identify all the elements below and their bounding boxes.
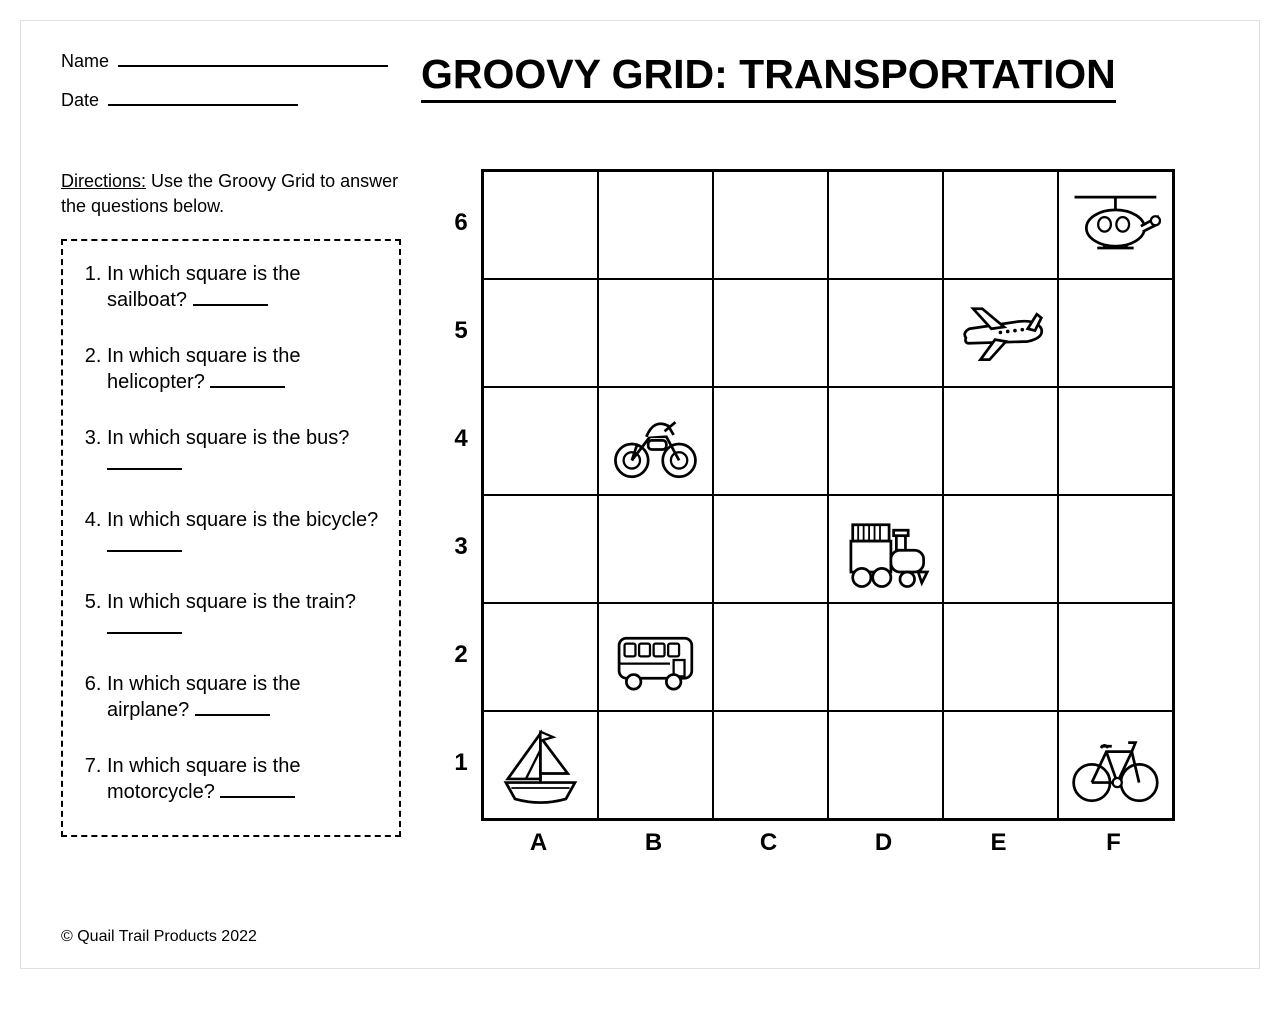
- question-text: In which square is the bicycle?: [107, 509, 378, 531]
- grid-cell: [943, 495, 1058, 603]
- grid-cell: [483, 171, 598, 279]
- answer-blank[interactable]: [220, 786, 295, 798]
- airplane-icon: [955, 291, 1046, 376]
- question-item: In which square is the train?: [107, 589, 385, 641]
- date-label: Date: [61, 90, 99, 110]
- question-text: In which square is the train?: [107, 591, 356, 613]
- column-label: F: [1056, 821, 1171, 857]
- directions-text: Directions: Use the Groovy Grid to answe…: [61, 169, 401, 219]
- question-box: In which square is the sailboat? In whic…: [61, 239, 401, 837]
- grid-cell: [943, 711, 1058, 819]
- bicycle-icon: [1070, 723, 1161, 808]
- grid-cell: [1058, 279, 1173, 387]
- grid-cell: [598, 387, 713, 495]
- row-label: 6: [441, 169, 481, 277]
- train-icon: [840, 507, 931, 592]
- grid-cell: [598, 171, 713, 279]
- grid-cell: [1058, 711, 1173, 819]
- header-left: Name Date: [61, 51, 421, 129]
- date-field: Date: [61, 90, 421, 111]
- column-label: C: [711, 821, 826, 857]
- date-blank[interactable]: [108, 92, 298, 106]
- answer-blank[interactable]: [107, 622, 182, 634]
- answer-blank[interactable]: [195, 704, 270, 716]
- grid-cell: [943, 387, 1058, 495]
- directions-label: Directions:: [61, 171, 146, 191]
- grid-cell: [828, 603, 943, 711]
- grid-cell: [828, 711, 943, 819]
- header-row: Name Date GROOVY GRID: TRANSPORTATION: [61, 51, 1219, 129]
- grid-cell: [483, 387, 598, 495]
- question-item: In which square is the helicopter?: [107, 343, 385, 395]
- question-text: In which square is the bus?: [107, 427, 349, 449]
- question-item: In which square is the sailboat?: [107, 261, 385, 313]
- column-labels: ABCDEF: [481, 821, 1171, 857]
- grid-cell: [828, 171, 943, 279]
- grid-cell: [828, 387, 943, 495]
- answer-blank[interactable]: [107, 458, 182, 470]
- row-label: 4: [441, 385, 481, 493]
- name-field: Name: [61, 51, 421, 72]
- grid-cell: [713, 171, 828, 279]
- copyright-footer: © Quail Trail Products 2022: [61, 928, 257, 946]
- grid-cell: [943, 171, 1058, 279]
- grid-cell: [713, 279, 828, 387]
- grid-cell: [828, 279, 943, 387]
- left-column: Directions: Use the Groovy Grid to answe…: [61, 169, 421, 857]
- page-title: GROOVY GRID: TRANSPORTATION: [421, 51, 1116, 103]
- grid-cell: [1058, 171, 1173, 279]
- content-row: Directions: Use the Groovy Grid to answe…: [61, 169, 1219, 857]
- row-label: 1: [441, 709, 481, 817]
- bus-icon: [610, 615, 701, 700]
- coordinate-grid: [481, 169, 1175, 821]
- right-column: 654321 ABCDEF: [421, 169, 1219, 857]
- grid-cell: [483, 711, 598, 819]
- answer-blank[interactable]: [210, 376, 285, 388]
- question-list: In which square is the sailboat? In whic…: [77, 261, 385, 805]
- question-item: In which square is the bus?: [107, 425, 385, 477]
- grid-cell: [943, 279, 1058, 387]
- column-label: E: [941, 821, 1056, 857]
- grid-cell: [483, 603, 598, 711]
- grid-cell: [1058, 603, 1173, 711]
- name-label: Name: [61, 51, 109, 71]
- answer-blank[interactable]: [107, 540, 182, 552]
- grid-cell: [598, 495, 713, 603]
- grid-cell: [1058, 387, 1173, 495]
- grid-cell: [483, 495, 598, 603]
- grid-cell: [713, 603, 828, 711]
- grid-cell: [1058, 495, 1173, 603]
- grid-cell: [828, 495, 943, 603]
- grid-cell: [943, 603, 1058, 711]
- column-label: A: [481, 821, 596, 857]
- column-label: B: [596, 821, 711, 857]
- grid-cell: [598, 603, 713, 711]
- helicopter-icon: [1070, 183, 1161, 268]
- grid-cell: [483, 279, 598, 387]
- name-blank[interactable]: [118, 53, 388, 67]
- header-right: GROOVY GRID: TRANSPORTATION: [421, 51, 1219, 129]
- grid-cell: [713, 711, 828, 819]
- row-labels: 654321: [441, 169, 481, 821]
- question-item: In which square is the motorcycle?: [107, 753, 385, 805]
- answer-blank[interactable]: [193, 294, 268, 306]
- question-item: In which square is the bicycle?: [107, 507, 385, 559]
- grid-area: 654321: [441, 169, 1175, 821]
- grid-wrapper: 654321 ABCDEF: [441, 169, 1219, 857]
- grid-cell: [598, 279, 713, 387]
- row-label: 3: [441, 493, 481, 601]
- motorcycle-icon: [610, 399, 701, 484]
- sailboat-icon: [495, 723, 586, 808]
- grid-cell: [598, 711, 713, 819]
- grid-cell: [713, 495, 828, 603]
- worksheet-page: Name Date GROOVY GRID: TRANSPORTATION Di…: [20, 20, 1260, 969]
- row-label: 2: [441, 601, 481, 709]
- column-label: D: [826, 821, 941, 857]
- question-item: In which square is the airplane?: [107, 671, 385, 723]
- row-label: 5: [441, 277, 481, 385]
- grid-cell: [713, 387, 828, 495]
